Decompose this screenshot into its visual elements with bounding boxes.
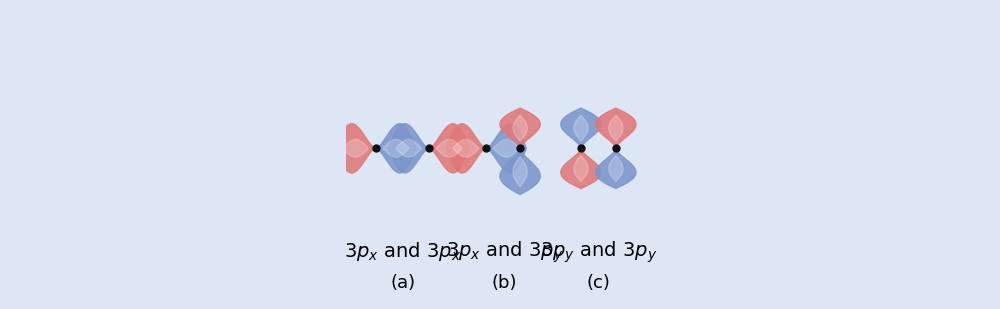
Polygon shape <box>500 108 540 148</box>
Polygon shape <box>500 148 540 195</box>
Polygon shape <box>446 124 486 173</box>
Text: 3$p_x$ and 3$p_x$: 3$p_x$ and 3$p_x$ <box>344 240 461 263</box>
Polygon shape <box>561 148 601 188</box>
Polygon shape <box>436 140 462 157</box>
Text: (b): (b) <box>492 274 517 292</box>
Polygon shape <box>342 140 369 157</box>
Polygon shape <box>389 124 429 173</box>
Text: 3$p_x$ and 3$p_y$: 3$p_x$ and 3$p_y$ <box>446 239 563 265</box>
Polygon shape <box>453 140 479 157</box>
Polygon shape <box>596 148 636 188</box>
Polygon shape <box>486 124 526 173</box>
Polygon shape <box>396 140 422 157</box>
Polygon shape <box>609 155 623 182</box>
Polygon shape <box>574 155 588 182</box>
Text: (c): (c) <box>587 274 611 292</box>
Polygon shape <box>429 124 469 173</box>
Polygon shape <box>609 115 623 141</box>
Polygon shape <box>383 140 409 157</box>
Polygon shape <box>513 157 527 187</box>
Polygon shape <box>493 140 519 157</box>
Text: (a): (a) <box>390 274 415 292</box>
Polygon shape <box>574 115 588 141</box>
Polygon shape <box>596 108 636 148</box>
Polygon shape <box>513 115 527 141</box>
Polygon shape <box>336 124 376 173</box>
Polygon shape <box>561 108 601 148</box>
Polygon shape <box>376 124 416 173</box>
Text: 3$p_y$ and 3$p_y$: 3$p_y$ and 3$p_y$ <box>540 239 658 265</box>
